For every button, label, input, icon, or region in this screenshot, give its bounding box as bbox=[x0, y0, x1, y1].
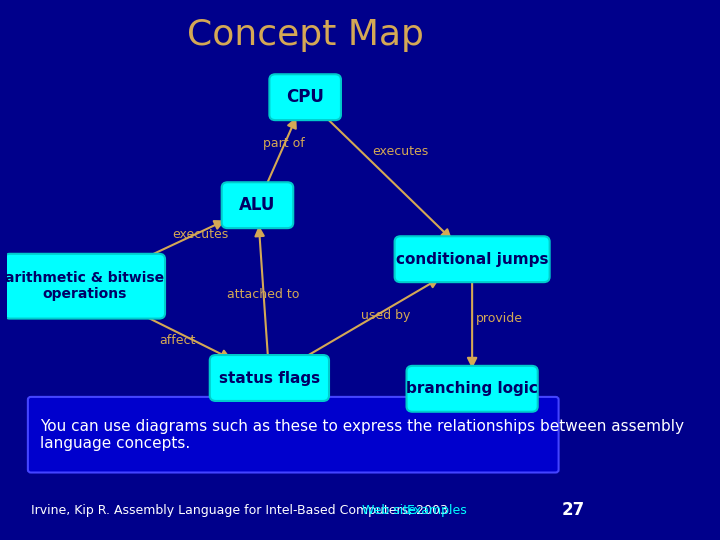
Text: part of: part of bbox=[264, 137, 305, 150]
Text: conditional jumps: conditional jumps bbox=[396, 252, 549, 267]
Text: Irvine, Kip R. Assembly Language for Intel-Based Computers, 2003.: Irvine, Kip R. Assembly Language for Int… bbox=[31, 504, 451, 517]
FancyBboxPatch shape bbox=[28, 397, 559, 472]
Text: Examples: Examples bbox=[407, 504, 467, 517]
Text: Concept Map: Concept Map bbox=[186, 18, 423, 52]
FancyBboxPatch shape bbox=[407, 366, 538, 411]
Text: provide: provide bbox=[475, 312, 523, 325]
FancyBboxPatch shape bbox=[395, 237, 549, 282]
Text: You can use diagrams such as these to express the relationships between assembly: You can use diagrams such as these to ex… bbox=[40, 418, 684, 451]
FancyBboxPatch shape bbox=[4, 254, 165, 319]
Text: 27: 27 bbox=[562, 501, 585, 519]
FancyBboxPatch shape bbox=[210, 355, 329, 401]
Text: Web site: Web site bbox=[362, 504, 415, 517]
Text: ALU: ALU bbox=[239, 196, 276, 214]
Text: branching logic: branching logic bbox=[406, 381, 538, 396]
Text: attached to: attached to bbox=[228, 288, 300, 301]
FancyBboxPatch shape bbox=[269, 75, 341, 120]
Text: executes: executes bbox=[173, 228, 229, 241]
FancyBboxPatch shape bbox=[222, 183, 293, 228]
Text: executes: executes bbox=[372, 145, 428, 158]
Text: status flags: status flags bbox=[219, 370, 320, 386]
Text: used by: used by bbox=[361, 309, 410, 322]
Text: affect: affect bbox=[159, 334, 195, 347]
Text: arithmetic & bitwise
operations: arithmetic & bitwise operations bbox=[5, 271, 164, 301]
Text: CPU: CPU bbox=[287, 88, 324, 106]
